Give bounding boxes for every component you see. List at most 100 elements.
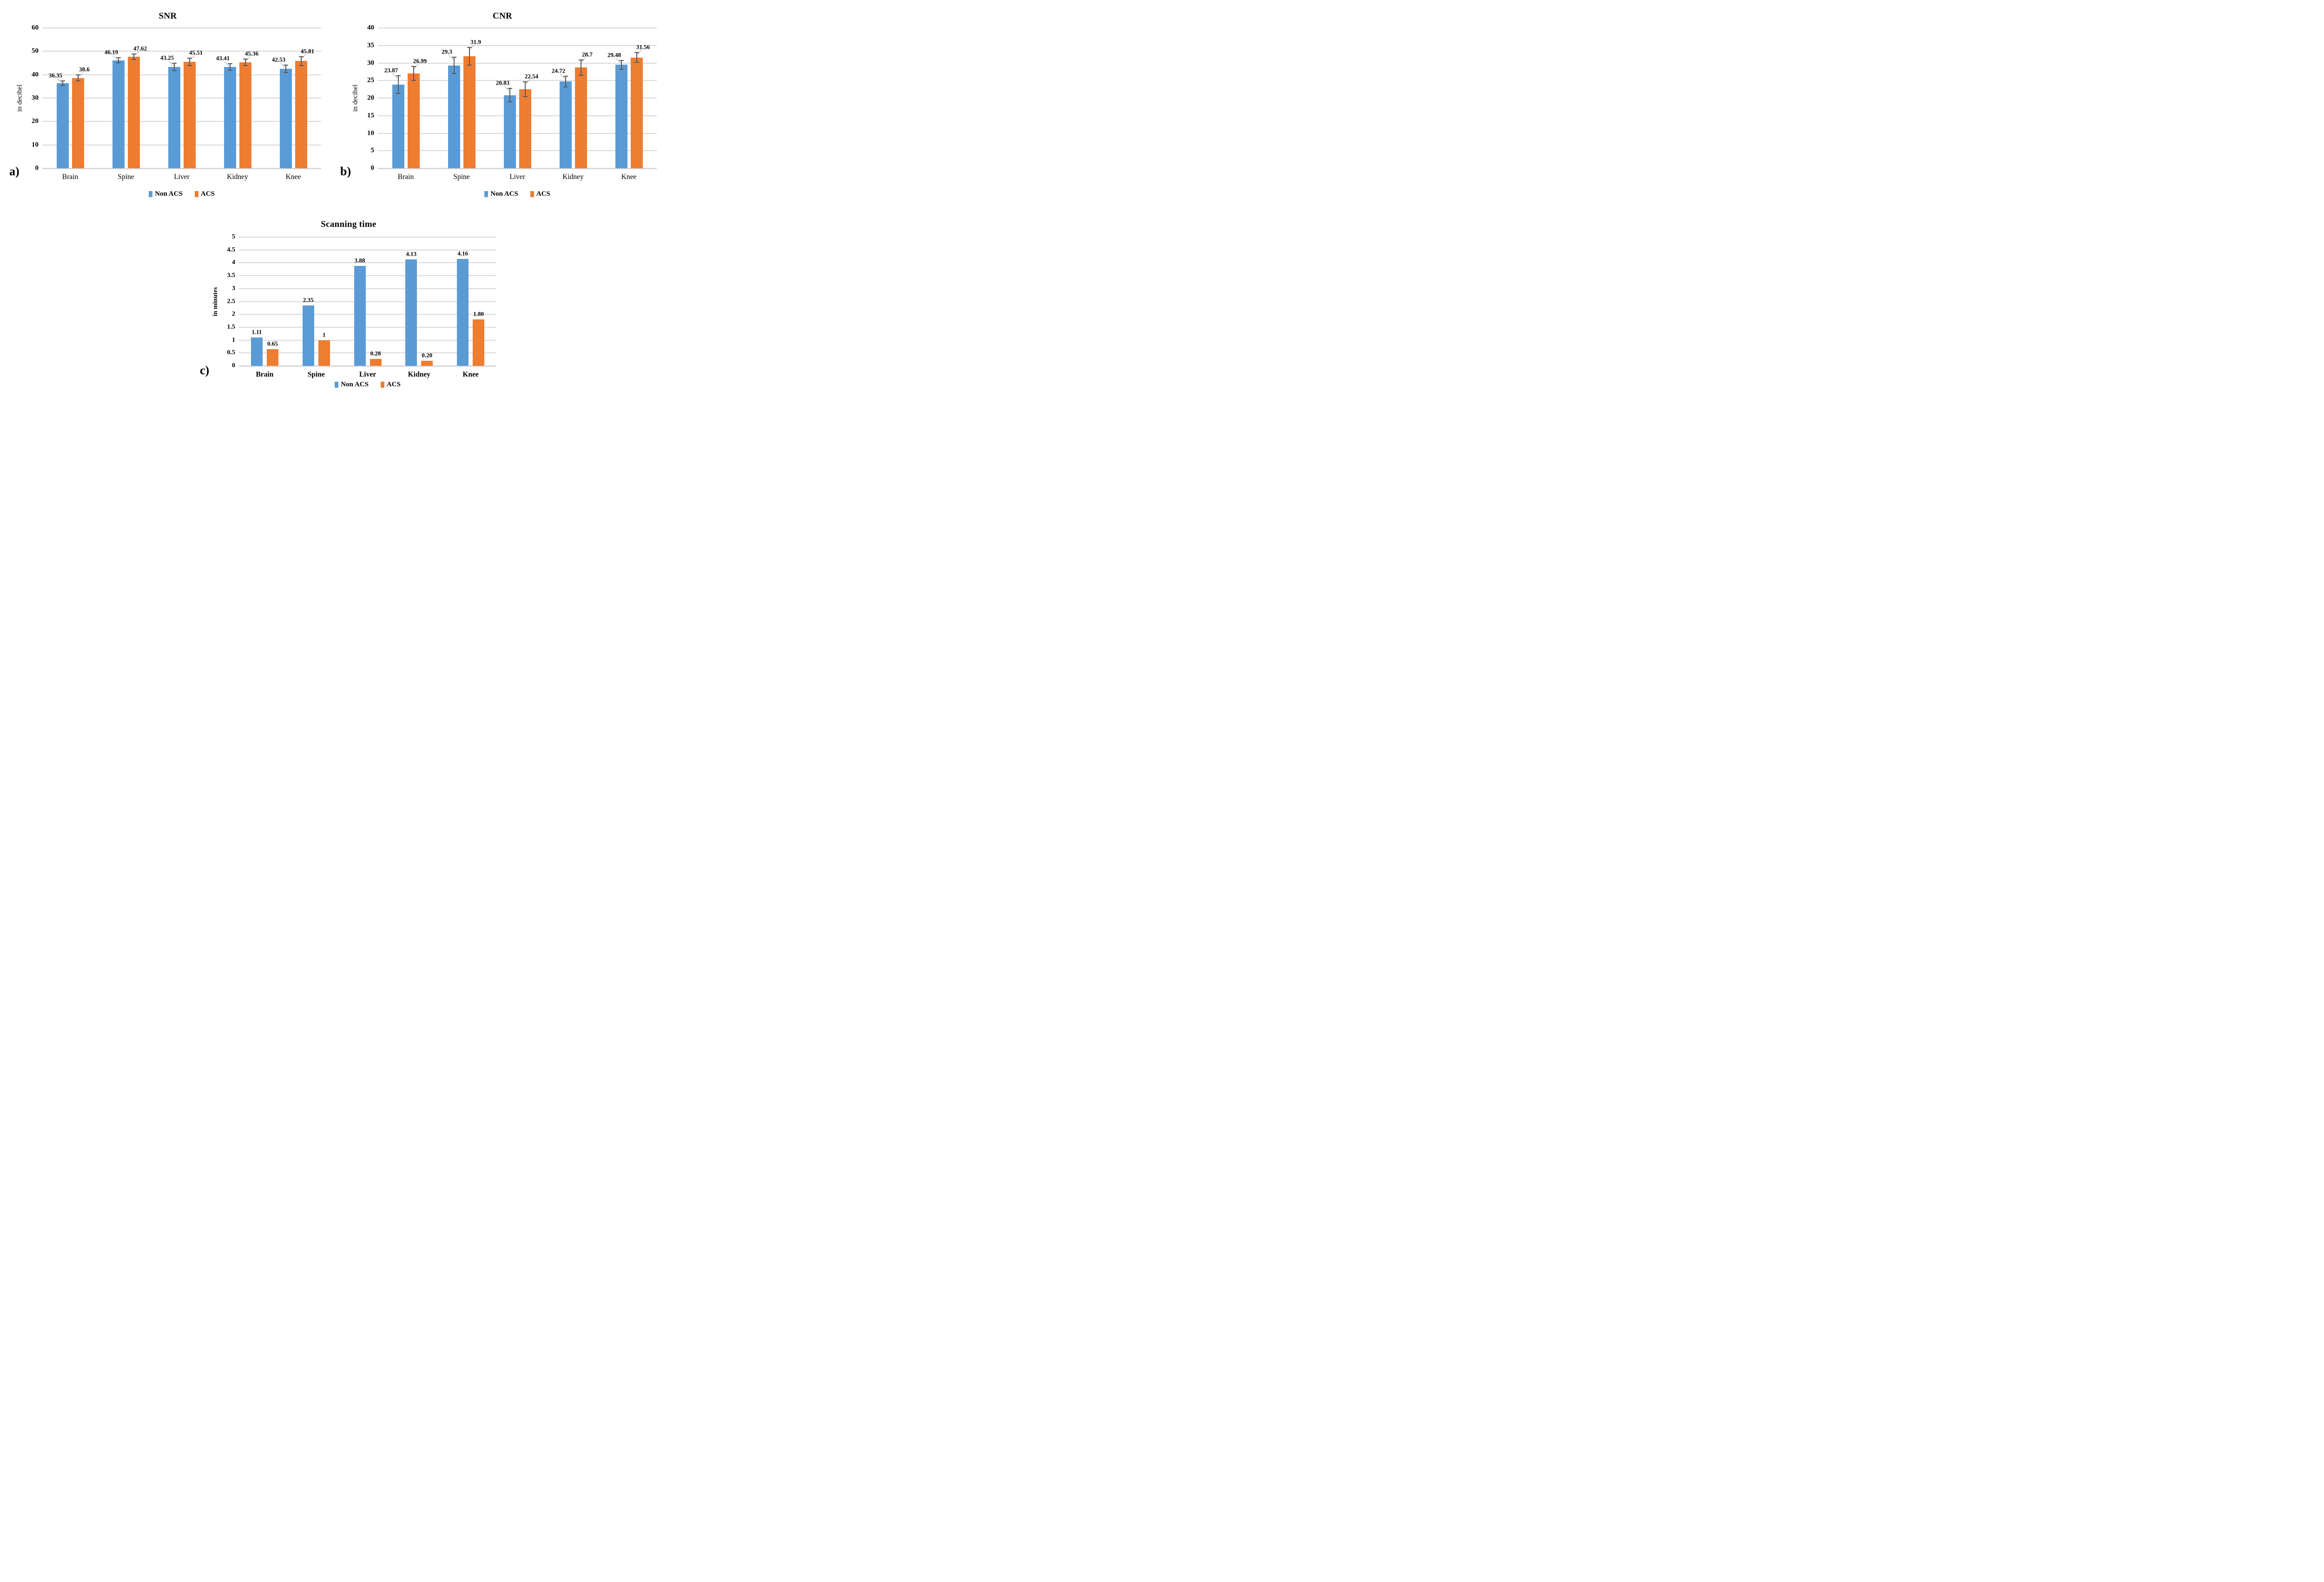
legend: Non ACS ACS: [378, 191, 657, 198]
category-label: Kidney: [408, 371, 430, 378]
value-label: 4.16: [457, 249, 468, 257]
bar-non-acs: [392, 84, 404, 168]
error-bar-cap: [75, 74, 80, 76]
error-bar-cap: [467, 47, 472, 48]
y-tick-label: 0: [232, 362, 235, 369]
y-tick-label: 0.5: [227, 349, 236, 357]
bar-non-acs: [559, 81, 572, 168]
legend-item: ACS: [380, 381, 401, 388]
legend-marker-acs: [194, 191, 198, 197]
y-tick-label: 10: [32, 141, 39, 149]
value-label: 0.28: [370, 349, 381, 357]
y-tick-label: 15: [367, 112, 374, 119]
y-tick-label: 4.5: [227, 246, 236, 253]
bar-acs: [630, 57, 643, 168]
error-bar: [229, 63, 231, 70]
bar-acs: [72, 78, 84, 168]
error-bar-cap: [60, 85, 65, 86]
gridline: [378, 132, 657, 134]
error-bar: [300, 57, 302, 66]
y-tick-label: 3: [232, 285, 235, 292]
bar-acs: [295, 61, 307, 168]
value-label: 42.53: [271, 56, 286, 63]
value-label: 38.6: [79, 66, 90, 73]
gridline: [378, 45, 657, 46]
error-bar-cap: [522, 96, 528, 97]
error-bar-cap: [116, 62, 121, 63]
gridline: [378, 80, 657, 81]
y-tick-label: 4: [232, 259, 235, 266]
gridline: [378, 167, 657, 169]
gridline: [239, 288, 496, 289]
y-tick-label: 30: [32, 94, 39, 102]
legend-label: Non ACS: [341, 381, 369, 388]
error-bar: [509, 88, 510, 102]
bar-non-acs: [615, 65, 627, 168]
error-bar-cap: [467, 65, 472, 66]
value-label: 45.36: [244, 49, 259, 57]
bar-non-acs: [168, 67, 180, 168]
error-bar-cap: [619, 60, 624, 61]
y-tick-label: 50: [32, 47, 39, 55]
plot-area: 23.87 26.99 29.3 31.9 20.83 22.54 24.72 28.7 29.…: [378, 27, 657, 169]
value-label: 26.99: [413, 57, 427, 65]
error-bar: [636, 53, 637, 63]
error-bar-cap: [563, 86, 568, 87]
value-label: 1: [322, 331, 326, 338]
chart-title: Scanning time: [321, 219, 376, 229]
x-axis-labels: Brain Spine Liver Kidney Knee: [42, 173, 321, 183]
category-label: Knee: [285, 173, 301, 181]
bar-non-acs: [112, 60, 125, 168]
legend-item: Non ACS: [149, 191, 183, 198]
error-bar-cap: [172, 63, 177, 64]
error-bar-cap: [116, 57, 121, 58]
y-tick-label: 60: [32, 24, 39, 32]
legend-marker-acs: [530, 191, 534, 197]
chart-snr: SNR in decibel a) 0 10 20 30 40 50 60 36.35 38.…: [0, 0, 336, 205]
gridline: [239, 314, 496, 315]
gridline: [239, 352, 496, 354]
legend-marker-non-acs: [335, 382, 339, 388]
bar-non-acs: [405, 259, 417, 366]
error-bar: [62, 81, 63, 86]
category-label: Brain: [256, 371, 274, 378]
bar-acs: [421, 360, 433, 366]
legend-label: Non ACS: [490, 190, 518, 198]
error-bar-cap: [563, 76, 568, 77]
error-bar-cap: [411, 66, 416, 67]
plot-area: 1.11 0.65 2.35 1 3.88 0.28 4.13 0.20 4.16 1.80: [239, 237, 496, 367]
error-bar-cap: [411, 80, 416, 81]
bar-acs: [574, 67, 587, 168]
gridline: [239, 249, 496, 251]
gridline: [378, 150, 657, 152]
gridline: [42, 144, 321, 146]
bar-non-acs: [302, 305, 314, 366]
bar-non-acs: [448, 65, 460, 168]
y-tick-label: 40: [32, 71, 39, 79]
y-tick-label: 5: [232, 233, 235, 240]
x-axis-labels: Brain Spine Liver Kidney Knee: [239, 371, 496, 381]
y-tick-label: 10: [367, 129, 374, 137]
error-bar-cap: [396, 75, 401, 76]
value-label: 4.13: [406, 250, 417, 258]
error-bar-cap: [187, 58, 192, 59]
gridline: [239, 365, 496, 367]
gridline: [42, 74, 321, 75]
error-bar-cap: [298, 65, 304, 66]
gridline: [378, 115, 657, 116]
bar-non-acs: [251, 337, 263, 366]
value-label: 43.41: [216, 54, 230, 61]
error-bar: [285, 65, 286, 73]
error-bar: [565, 76, 566, 87]
error-bar: [173, 63, 175, 71]
gridline: [239, 237, 496, 238]
value-label: 2.35: [303, 296, 314, 304]
category-label: Liver: [174, 173, 190, 181]
panel-label-b: b): [340, 165, 351, 178]
error-bar-cap: [396, 93, 401, 94]
category-label: Knee: [462, 371, 479, 378]
error-bar-cap: [172, 70, 177, 72]
gridline: [239, 262, 496, 264]
error-bar-cap: [131, 53, 136, 55]
y-tick-label: 0: [35, 164, 39, 172]
